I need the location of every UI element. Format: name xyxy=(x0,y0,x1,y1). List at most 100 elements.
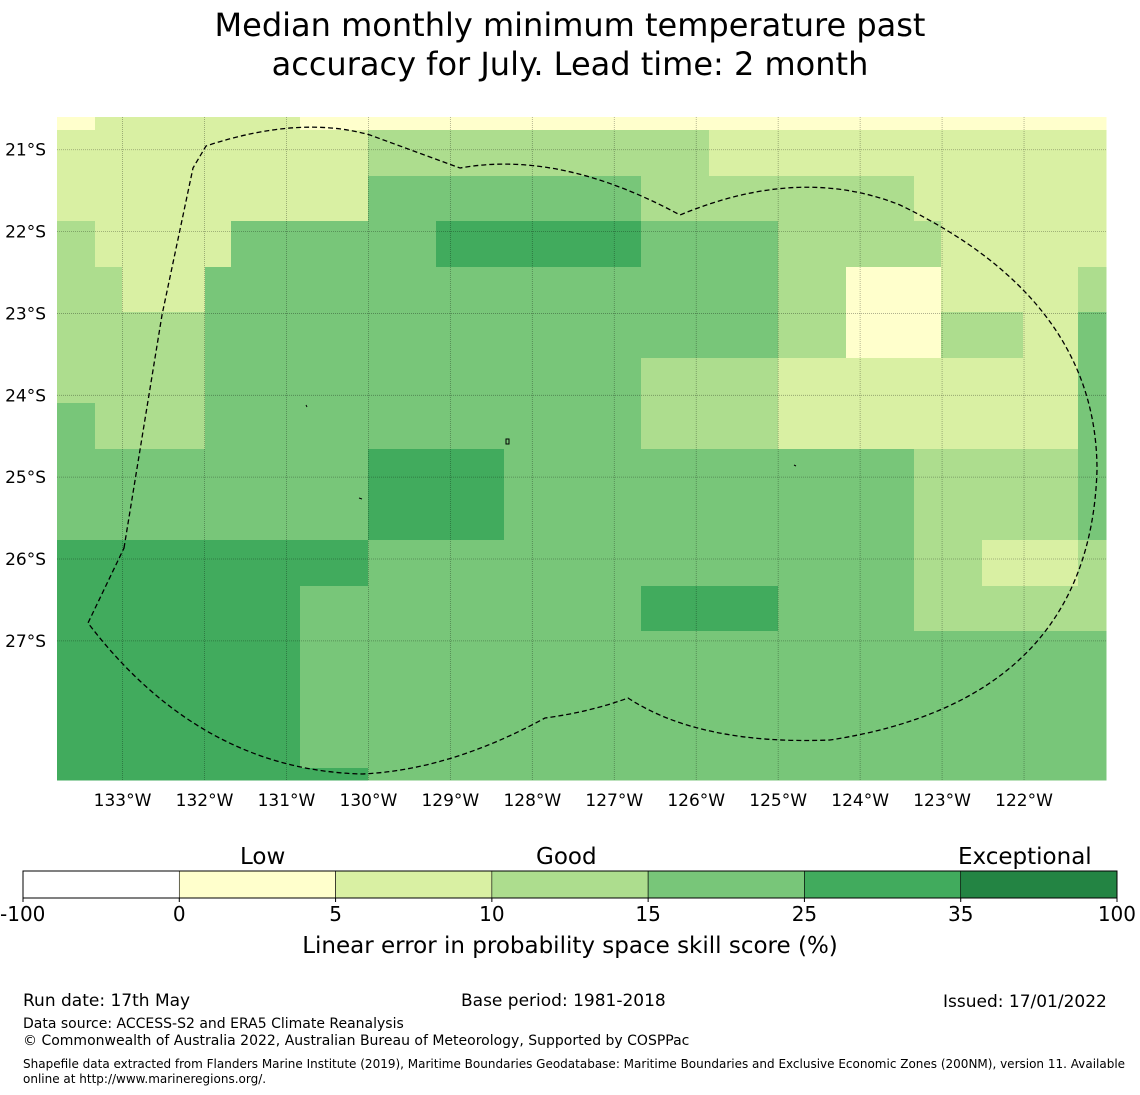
skill-cell xyxy=(205,117,232,131)
skill-cell xyxy=(368,540,437,587)
skill-cell xyxy=(57,494,96,541)
skill-cell xyxy=(368,449,437,495)
base-period: Base period: 1981-2018 xyxy=(461,991,666,1011)
skill-cell xyxy=(368,176,437,222)
skill-cell xyxy=(368,722,437,769)
skill-cell xyxy=(504,586,574,632)
skill-cell xyxy=(641,768,710,781)
copyright: © Commonwealth of Australia 2022, Austra… xyxy=(23,1033,690,1049)
skill-cell xyxy=(231,130,289,177)
skill-cell xyxy=(57,586,96,632)
skill-cell xyxy=(709,677,779,723)
skill-cell xyxy=(641,312,710,359)
skill-cell xyxy=(914,722,942,769)
skill-cell xyxy=(57,449,96,495)
lat-label: 25°S xyxy=(5,468,46,488)
title-line-1: Median monthly minimum temperature past xyxy=(214,6,926,44)
skill-cell xyxy=(914,176,942,222)
skill-cell xyxy=(641,677,710,723)
skill-cell xyxy=(504,267,574,313)
skill-cell xyxy=(573,494,642,541)
skill-cell xyxy=(573,631,642,678)
skill-cell xyxy=(288,176,301,222)
skill-cell xyxy=(846,768,915,781)
skill-cell xyxy=(436,722,505,769)
skill-cell xyxy=(846,677,915,723)
skill-cell xyxy=(641,540,710,587)
skill-cell xyxy=(95,267,123,313)
skill-cell xyxy=(504,176,574,222)
skill-cell xyxy=(436,494,505,541)
skill-cell xyxy=(300,449,369,495)
skill-cell xyxy=(641,176,710,222)
skill-cell xyxy=(122,176,164,222)
skill-cell xyxy=(914,449,942,495)
skill-cell xyxy=(1023,130,1052,177)
skill-cell xyxy=(641,631,710,678)
skill-cell xyxy=(436,631,505,678)
skill-cell xyxy=(95,586,123,632)
skill-cell xyxy=(1051,494,1079,541)
skill-cell xyxy=(1078,677,1107,723)
skill-cell xyxy=(163,403,206,450)
skill-cell xyxy=(573,130,642,177)
skill-cell xyxy=(436,768,505,781)
colorbar xyxy=(22,870,1118,899)
skill-cell xyxy=(163,312,206,359)
skill-cell xyxy=(95,631,123,678)
lon-label: 131°W xyxy=(258,791,316,811)
skill-cell xyxy=(982,130,1024,177)
skill-cell xyxy=(368,221,437,268)
island-mark xyxy=(793,464,797,467)
skill-cell xyxy=(1051,768,1079,781)
lon-label: 122°W xyxy=(995,791,1053,811)
skill-cell xyxy=(778,221,847,268)
skill-cell xyxy=(641,358,710,404)
skill-cell xyxy=(205,540,232,587)
skill-cell xyxy=(300,358,369,404)
skill-cell xyxy=(1051,221,1079,268)
category-low: Low xyxy=(240,844,286,870)
skill-cell xyxy=(941,449,983,495)
skill-cell xyxy=(163,586,206,632)
skill-cell xyxy=(300,117,369,131)
skill-cell xyxy=(95,358,123,404)
skill-cell xyxy=(709,117,779,131)
skill-cell xyxy=(163,117,206,131)
skill-cell xyxy=(573,176,642,222)
skill-cell xyxy=(368,494,437,541)
skill-cell xyxy=(941,722,983,769)
skill-cell xyxy=(709,722,779,769)
skill-cell xyxy=(914,358,942,404)
lat-label: 21°S xyxy=(5,141,46,161)
skill-cell xyxy=(1023,176,1052,222)
skill-cell xyxy=(231,540,289,587)
skill-cell xyxy=(122,722,164,769)
skill-cell xyxy=(163,449,206,495)
skill-cell xyxy=(941,540,983,587)
skill-cell xyxy=(504,768,574,781)
skill-cell xyxy=(982,494,1024,541)
skill-cell xyxy=(288,221,301,268)
skill-cell xyxy=(1023,586,1052,632)
skill-cell xyxy=(122,586,164,632)
skill-cell xyxy=(778,494,847,541)
skill-cell xyxy=(846,631,915,678)
skill-cell xyxy=(205,176,232,222)
title-line-2: accuracy for July. Lead time: 2 month xyxy=(271,45,869,83)
skill-cell xyxy=(57,117,96,131)
skill-cell xyxy=(368,312,437,359)
lon-label: 128°W xyxy=(503,791,561,811)
skill-cell xyxy=(57,631,96,678)
skill-cell xyxy=(1078,130,1107,177)
colorbar-tick-label: 15 xyxy=(635,902,660,926)
skill-cell xyxy=(709,403,779,450)
skill-cell xyxy=(641,449,710,495)
skill-cell xyxy=(504,312,574,359)
skill-cell xyxy=(368,130,437,177)
skill-cell xyxy=(1023,358,1052,404)
skill-cell xyxy=(1078,494,1107,541)
skill-cell xyxy=(1023,631,1052,678)
skill-cell xyxy=(573,586,642,632)
skill-cell xyxy=(57,176,96,222)
